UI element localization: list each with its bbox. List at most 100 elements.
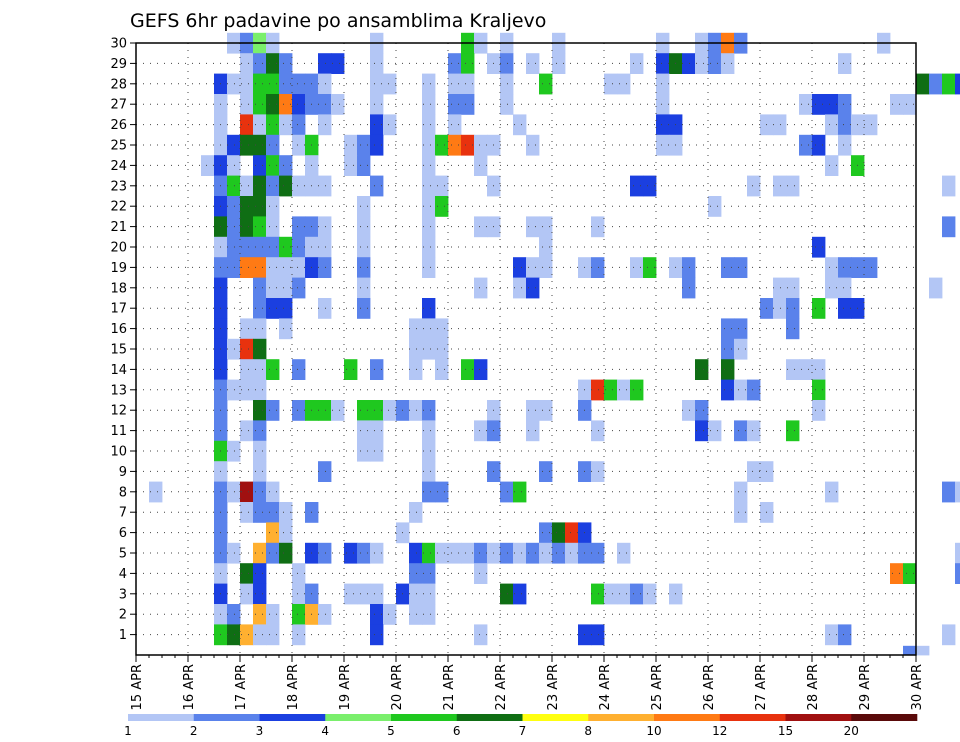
heatmap-cell — [266, 542, 280, 564]
heatmap-cell — [253, 236, 267, 258]
heatmap-cell — [825, 114, 839, 136]
heatmap-cell — [253, 134, 267, 156]
heatmap-cell — [227, 73, 241, 95]
heatmap-cell — [786, 175, 800, 197]
heatmap-cell — [617, 542, 631, 564]
heatmap-cell — [838, 257, 852, 278]
heatmap-cell — [227, 481, 241, 503]
heatmap-cell — [695, 359, 709, 380]
heatmap-cell — [630, 379, 644, 401]
heatmap-cell — [630, 583, 644, 605]
heatmap-cell — [266, 522, 280, 544]
heatmap-cell — [279, 318, 293, 340]
heatmap-cell — [721, 318, 735, 340]
heatmap-cell — [539, 461, 553, 482]
heatmap-cell — [227, 134, 241, 156]
heatmap-cell — [422, 94, 436, 115]
heatmap-cell — [344, 134, 358, 156]
heatmap-cell — [617, 583, 631, 605]
y-tick-label: 15 — [110, 343, 127, 358]
y-tick-label: 23 — [110, 179, 127, 194]
heatmap-cell — [461, 94, 475, 115]
heatmap-cell — [357, 196, 371, 217]
heatmap-cell — [838, 53, 852, 74]
heatmap-cell — [812, 400, 826, 421]
heatmap-cell — [227, 542, 241, 564]
y-axis: 1234567891011121314151617181920212223242… — [110, 37, 136, 643]
heatmap-cell — [552, 53, 566, 74]
heatmap-cell — [942, 624, 956, 646]
heatmap-cell — [721, 379, 735, 401]
heatmap-cell — [448, 94, 462, 115]
heatmap-cell — [630, 257, 644, 278]
y-tick-label: 3 — [119, 587, 127, 602]
heatmap-cell — [422, 175, 436, 197]
heatmap-cell — [942, 73, 956, 95]
heatmap-cell — [266, 134, 280, 156]
heatmap-cell — [422, 400, 436, 421]
heatmap-cell — [357, 155, 371, 176]
heatmap-cell — [903, 94, 917, 115]
y-tick-label: 1 — [119, 628, 127, 643]
x-tick-label: 16 APR — [182, 664, 197, 710]
y-tick-label: 28 — [110, 77, 127, 92]
heatmap-cell — [474, 563, 488, 584]
heatmap-cell — [695, 420, 709, 442]
heatmap-cell — [955, 73, 960, 95]
heatmap-cell — [227, 216, 241, 238]
x-tick-label: 17 APR — [234, 664, 249, 710]
heatmap-cells — [149, 32, 960, 656]
heatmap-cell — [422, 196, 436, 217]
heatmap-cell — [500, 481, 514, 503]
heatmap-cell — [292, 134, 306, 156]
heatmap-cell — [734, 257, 748, 278]
y-tick-label: 20 — [110, 241, 127, 256]
heatmap-cell — [734, 420, 748, 442]
heatmap-cell — [513, 257, 527, 278]
heatmap-cell — [747, 461, 761, 482]
heatmap-cell — [825, 155, 839, 176]
heatmap-cell — [370, 604, 384, 625]
heatmap-cell — [786, 359, 800, 380]
heatmap-cell — [253, 73, 267, 95]
heatmap-cell — [344, 542, 358, 564]
heatmap-cell — [552, 522, 566, 544]
heatmap-cell — [266, 114, 280, 136]
heatmap-cell — [227, 604, 241, 625]
heatmap-cell — [591, 542, 605, 564]
heatmap-cell — [591, 583, 605, 605]
legend-swatch — [654, 714, 721, 721]
heatmap-cell — [240, 563, 254, 584]
heatmap-cell — [344, 155, 358, 176]
heatmap-cell — [253, 175, 267, 197]
heatmap-cell — [435, 481, 449, 503]
heatmap-cell — [266, 53, 280, 74]
heatmap-cell — [474, 542, 488, 564]
heatmap-cell — [318, 461, 332, 482]
heatmap-cell — [786, 420, 800, 442]
heatmap-cell — [240, 216, 254, 238]
heatmap-cell — [539, 236, 553, 258]
x-tick-label: 29 APR — [858, 664, 873, 710]
y-tick-label: 19 — [110, 261, 127, 276]
heatmap-cell — [708, 53, 722, 74]
heatmap-cell — [370, 134, 384, 156]
heatmap-cell — [448, 114, 462, 136]
heatmap-cell — [318, 216, 332, 238]
heatmap-cell — [253, 461, 267, 482]
legend-label: 5 — [387, 724, 395, 738]
heatmap-cell — [266, 624, 280, 646]
y-tick-label: 25 — [110, 139, 127, 154]
heatmap-cell — [825, 257, 839, 278]
heatmap-cell — [240, 73, 254, 95]
heatmap-cell — [370, 53, 384, 74]
heatmap-cell — [409, 542, 423, 564]
heatmap-cell — [357, 298, 371, 319]
heatmap-cell — [266, 604, 280, 625]
heatmap-cell — [461, 542, 475, 564]
y-tick-label: 26 — [110, 118, 127, 133]
legend-label: 8 — [584, 724, 592, 738]
heatmap-cell — [227, 440, 241, 462]
heatmap-cell — [825, 94, 839, 115]
heatmap-cell — [409, 604, 423, 625]
